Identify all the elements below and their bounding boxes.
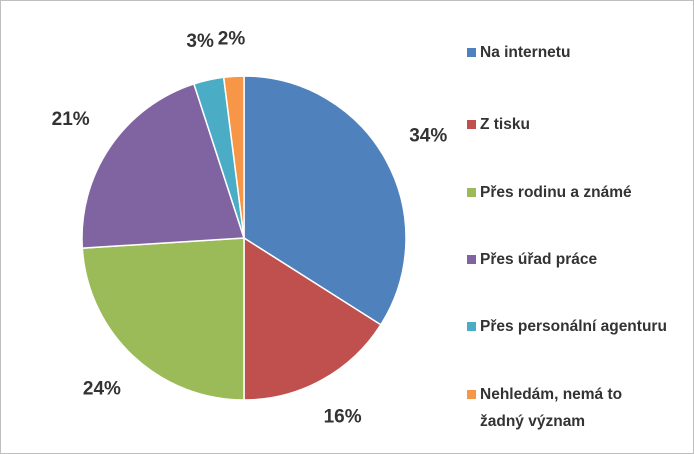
pie-slice xyxy=(243,236,382,401)
legend-label: Z tisku xyxy=(480,116,530,133)
legend-item: Přes personální agenturu xyxy=(467,313,667,340)
legend-label: Přes úřad práce xyxy=(480,251,598,268)
legend-swatch xyxy=(467,188,476,197)
legend-item: Nehledám, nemá to žadný význam xyxy=(467,381,667,435)
legend-swatch xyxy=(467,322,476,331)
pie-slice xyxy=(81,237,245,401)
data-label: 2% xyxy=(218,29,246,50)
legend-swatch xyxy=(467,48,476,57)
data-label: 16% xyxy=(324,406,362,427)
data-label: 34% xyxy=(409,126,447,147)
legend-item: Z tisku xyxy=(467,111,667,138)
pie-slice xyxy=(222,75,245,239)
legend-label: Přes personální agenturu xyxy=(480,318,667,335)
pie-slice xyxy=(81,82,246,249)
legend-item: Na internetu xyxy=(467,39,667,66)
data-label: 21% xyxy=(52,109,90,130)
data-label: 24% xyxy=(83,378,121,399)
legend-item: Přes úřad práce xyxy=(467,246,667,273)
data-label: 3% xyxy=(186,31,214,52)
legend-label: Na internetu xyxy=(480,44,571,61)
legend-label: Nehledám, nemá to žadný význam xyxy=(480,386,623,430)
legend-label: Přes rodinu a známé xyxy=(480,184,632,201)
legend-swatch xyxy=(467,390,476,399)
legend-swatch xyxy=(467,255,476,264)
pie-slice xyxy=(243,75,407,326)
legend-item: Přes rodinu a známé xyxy=(467,179,667,206)
legend-swatch xyxy=(467,120,476,129)
